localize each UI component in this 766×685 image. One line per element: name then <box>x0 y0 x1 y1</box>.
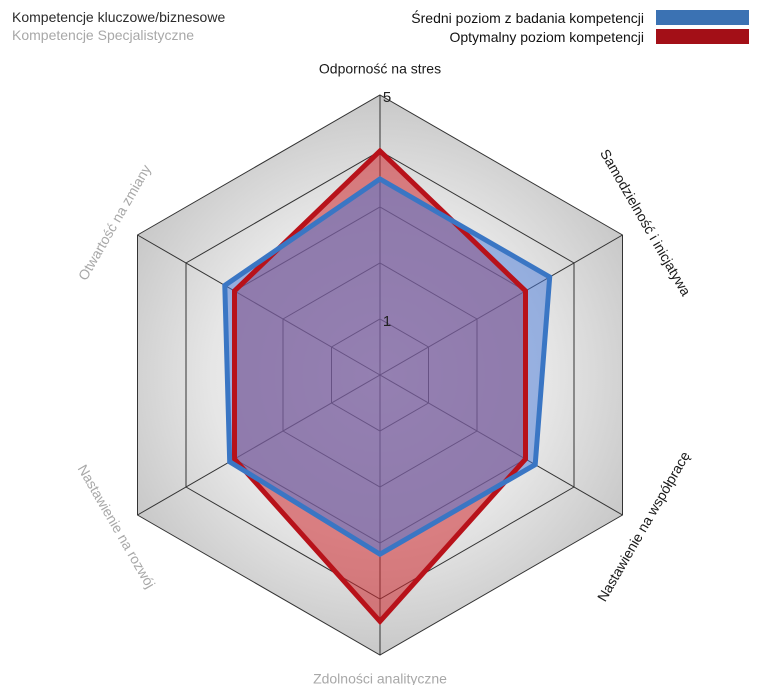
tick-label: 1 <box>383 313 391 330</box>
category-legend: Kompetencje kluczowe/biznesowe Kompetenc… <box>12 8 225 44</box>
series-legend-label-average: Średni poziom z badania kompetencji <box>411 9 644 26</box>
series-legend-swatch-average <box>656 10 749 25</box>
category-legend-kluczowe: Kompetencje kluczowe/biznesowe <box>12 9 226 25</box>
series-area-average <box>224 179 550 555</box>
series-legend: Średni poziom z badania kompetencji Opty… <box>411 8 749 46</box>
series-legend-label-optimal: Optymalny poziom kompetencji <box>449 28 644 45</box>
series-legend-item-optimal[interactable]: Optymalny poziom kompetencji <box>411 27 749 46</box>
series-legend-swatch-optimal <box>656 29 749 44</box>
axis-label: Zdolności analityczne <box>313 671 447 685</box>
tick-label: 5 <box>383 89 391 106</box>
series-legend-item-average[interactable]: Średni poziom z badania kompetencji <box>411 8 749 27</box>
category-legend-specjalistyczne: Kompetencje Specjalistyczne <box>12 27 195 43</box>
series-line-average <box>222 176 553 558</box>
series-line-optimal <box>232 147 528 626</box>
axis-label: Odporność na stres <box>319 61 441 77</box>
